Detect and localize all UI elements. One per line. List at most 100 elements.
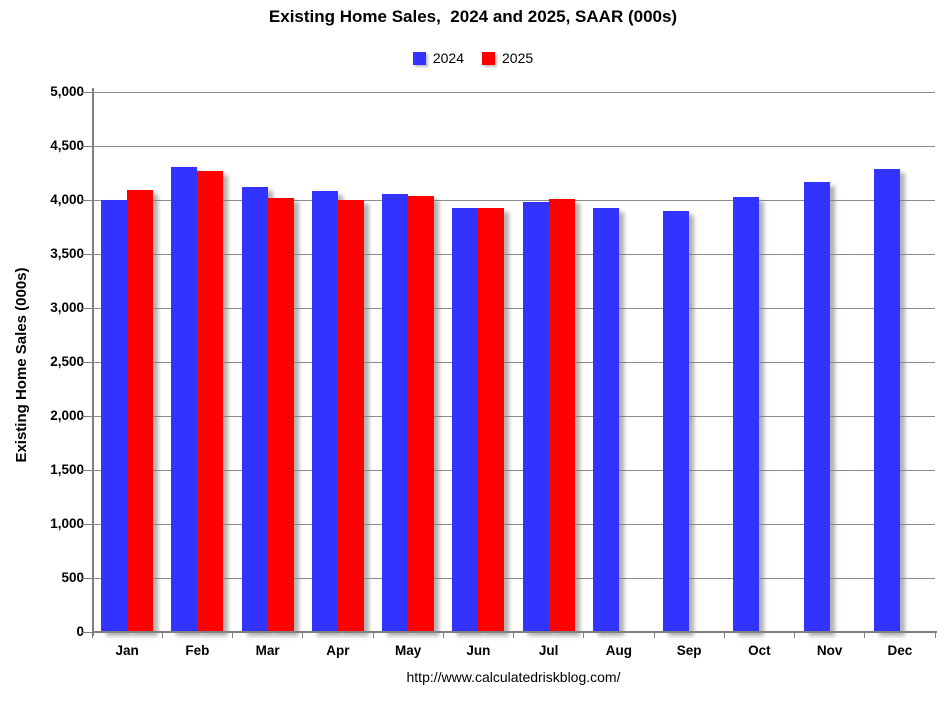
- x-axis-label-dec: Dec: [887, 643, 913, 658]
- gridline-500: [92, 577, 935, 579]
- bar-group-sep: [654, 92, 724, 632]
- x-tick-8: [653, 632, 655, 638]
- bar-group-mar: [233, 92, 303, 632]
- gridline-1500: [92, 469, 935, 471]
- y-axis-label-2000: 2,000: [50, 408, 84, 423]
- x-axis-label-aug: Aug: [605, 643, 632, 658]
- y-axis-label-0: 0: [76, 624, 84, 639]
- x-tick-4: [372, 632, 374, 638]
- plot-area: [92, 91, 935, 632]
- gridline-4500: [92, 145, 935, 147]
- x-tick-2: [232, 632, 233, 638]
- legend-label-2024: 2024: [432, 50, 464, 66]
- x-tick-1: [161, 632, 163, 638]
- bar-group-feb: [162, 92, 232, 632]
- bar-2024-mar: [241, 187, 268, 632]
- bar-2024-feb: [171, 166, 198, 632]
- bar-2024-nov: [803, 181, 830, 632]
- bar-2024-dec: [873, 168, 900, 632]
- bar-2025-may: [408, 195, 435, 632]
- x-tick-0: [91, 632, 93, 638]
- y-tick-500: [82, 577, 92, 579]
- x-tick-7: [583, 632, 585, 638]
- bar-2024-jul: [522, 202, 549, 632]
- footer-url: http://www.calculatedriskblog.com/: [406, 669, 621, 685]
- x-axis-label-nov: Nov: [816, 643, 843, 658]
- bar-group-nov: [795, 92, 865, 632]
- y-tick-3000: [82, 307, 92, 309]
- x-axis-label-may: May: [394, 643, 422, 658]
- x-axis-label-mar: Mar: [255, 643, 280, 658]
- y-axis-label-1000: 1,000: [50, 516, 84, 531]
- y-tick-1500: [82, 469, 92, 471]
- bar-group-aug: [584, 92, 654, 632]
- y-axis-line: [92, 88, 94, 636]
- y-axis-label-1500: 1,500: [50, 462, 84, 477]
- bar-group-jun: [443, 92, 513, 632]
- legend-label-2025: 2025: [502, 50, 534, 66]
- bar-group-jan: [92, 92, 162, 632]
- x-tick-9: [723, 632, 725, 638]
- y-tick-5000: [82, 91, 92, 93]
- x-axis-label-feb: Feb: [185, 643, 210, 658]
- y-tick-3500: [82, 253, 92, 255]
- bar-2025-apr: [337, 200, 364, 632]
- x-axis-label-sep: Sep: [676, 643, 702, 658]
- bar-2024-may: [382, 193, 409, 632]
- y-tick-2000: [82, 415, 92, 417]
- y-axis-label-4500: 4,500: [50, 138, 84, 153]
- gridline-2000: [92, 415, 935, 417]
- chart-title: Existing Home Sales, 2024 and 2025, SAAR…: [268, 7, 678, 26]
- y-tick-2500: [82, 361, 92, 363]
- y-tick-1000: [82, 523, 92, 525]
- bar-group-oct: [724, 92, 794, 632]
- bar-group-jul: [514, 92, 584, 632]
- y-axis-label-3000: 3,000: [50, 300, 84, 315]
- y-axis-label-4000: 4,000: [50, 192, 84, 207]
- legend-item-2024: 2024: [412, 50, 464, 66]
- legend-swatch-2024: [412, 51, 426, 65]
- bar-2025-jun: [478, 207, 505, 632]
- x-tick-10: [794, 632, 795, 638]
- x-tick-3: [302, 632, 304, 638]
- x-axis-ticks: [91, 632, 936, 639]
- legend-item-2025: 2025: [482, 50, 533, 66]
- y-axis-label-5000: 5,000: [50, 84, 84, 99]
- bar-2025-mar: [267, 197, 294, 632]
- bar-2024-jan: [101, 200, 128, 632]
- gridline-3500: [92, 253, 935, 255]
- bar-2024-aug: [592, 207, 619, 632]
- gridline-1000: [92, 523, 935, 525]
- bar-2024-sep: [663, 210, 690, 632]
- y-axis-ticks: [82, 91, 92, 633]
- gridline-2500: [92, 361, 935, 363]
- y-tick-4500: [82, 145, 92, 147]
- x-axis-line: [92, 631, 937, 633]
- y-tick-4000: [82, 199, 92, 201]
- y-axis-labels: 0 500 1,000 1,500 2,000 2,500 3,000 3,500 4,000 4…: [0, 84, 84, 639]
- bar-2024-oct: [733, 196, 760, 632]
- x-tick-11: [864, 632, 866, 638]
- x-axis-label-apr: Apr: [326, 643, 350, 658]
- x-tick-5: [442, 632, 444, 638]
- x-tick-12: [934, 632, 936, 638]
- y-tick-0: [82, 631, 92, 633]
- y-axis-label-500: 500: [61, 570, 84, 585]
- x-tick-6: [513, 632, 514, 638]
- bar-group-apr: [303, 92, 373, 632]
- bar-2024-jun: [452, 207, 479, 632]
- gridline-5000: [92, 91, 935, 93]
- bar-2025-feb: [197, 170, 224, 632]
- y-axis-label-2500: 2,500: [50, 354, 84, 369]
- bars-layer: [92, 92, 935, 632]
- legend-swatch-2025: [482, 51, 495, 65]
- gridline-3000: [92, 307, 935, 309]
- x-axis-label-oct: Oct: [748, 643, 771, 658]
- bar-2025-jan: [127, 190, 154, 632]
- x-axis-label-jun: Jun: [466, 643, 491, 658]
- gridline-4000: [92, 199, 935, 201]
- bar-group-dec: [865, 92, 935, 632]
- x-axis-label-jan: Jan: [115, 643, 139, 658]
- y-axis-label-3500: 3,500: [50, 246, 84, 261]
